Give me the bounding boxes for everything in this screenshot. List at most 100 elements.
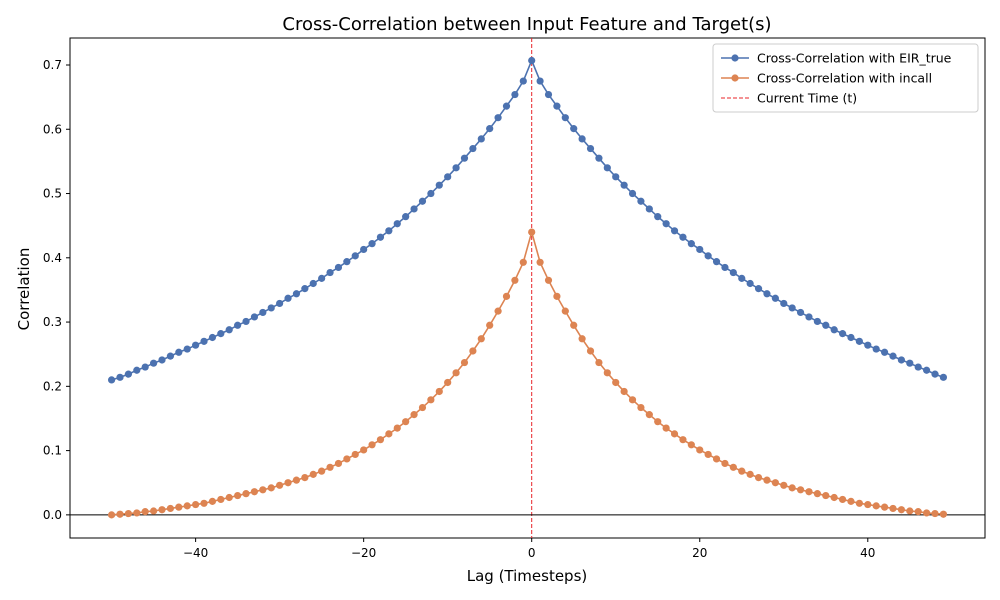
data-point: [460, 358, 469, 367]
data-point: [923, 366, 931, 374]
data-point: [612, 173, 620, 181]
legend-label: Cross-Correlation with incall: [757, 71, 932, 86]
data-point: [158, 356, 166, 364]
data-point: [939, 510, 948, 518]
data-point: [813, 317, 821, 326]
data-point: [217, 330, 225, 338]
data-point: [166, 352, 175, 360]
data-point: [570, 321, 578, 329]
data-point: [855, 337, 863, 345]
data-point: [208, 497, 217, 505]
x-tick-label: −20: [351, 546, 376, 560]
data-point: [477, 335, 485, 343]
data-point: [368, 441, 376, 449]
data-point: [528, 56, 536, 65]
data-point: [544, 276, 553, 284]
data-point: [830, 326, 838, 334]
series-2: [107, 228, 948, 519]
data-point: [250, 488, 259, 496]
legend-swatch-marker: [731, 54, 739, 62]
y-tick-label: 0.3: [43, 315, 62, 329]
data-point: [351, 450, 359, 459]
data-point: [855, 499, 863, 507]
data-point: [292, 290, 301, 298]
data-point: [385, 227, 393, 235]
data-point: [326, 268, 334, 277]
data-point: [763, 476, 771, 484]
data-point: [822, 491, 830, 500]
legend-swatch-marker: [731, 74, 739, 82]
data-point: [805, 313, 813, 321]
data-point: [620, 387, 628, 396]
data-point: [301, 473, 309, 482]
data-point: [410, 205, 418, 213]
legend-item: Cross-Correlation with incall: [721, 71, 932, 86]
data-point: [586, 347, 595, 355]
data-point: [729, 463, 737, 471]
data-point: [771, 294, 779, 302]
data-point: [418, 197, 427, 205]
data-point: [897, 506, 906, 514]
data-point: [208, 333, 217, 342]
data-point: [511, 90, 519, 99]
data-point: [864, 500, 872, 509]
data-point: [452, 369, 460, 377]
data-point: [931, 370, 939, 378]
data-point: [427, 189, 435, 198]
data-point: [628, 189, 637, 198]
data-point: [838, 330, 847, 338]
data-point: [670, 430, 679, 438]
data-point: [620, 181, 628, 189]
y-tick-label: 0.1: [43, 444, 62, 458]
data-point: [486, 321, 494, 329]
data-point: [923, 509, 931, 517]
data-point: [931, 509, 939, 518]
data-point: [192, 500, 200, 509]
data-point: [452, 164, 460, 172]
data-point: [276, 299, 284, 308]
data-point: [494, 307, 502, 315]
data-point: [234, 491, 242, 500]
data-point: [771, 479, 779, 487]
data-point: [553, 102, 561, 110]
data-point: [133, 509, 141, 517]
data-point: [502, 102, 511, 110]
data-point: [284, 479, 292, 487]
data-point: [796, 486, 805, 494]
data-point: [141, 363, 149, 371]
plot-frame: [69, 37, 986, 539]
data-point: [183, 502, 191, 510]
data-point: [242, 317, 250, 326]
y-axis: 0.0 0.1 0.2 0.3 0.4 0.5 0.6 0.7: [43, 58, 70, 522]
data-point: [107, 511, 116, 519]
data-point: [603, 164, 611, 172]
data-point: [788, 304, 796, 312]
data-point: [175, 348, 183, 356]
data-point: [267, 484, 275, 492]
data-point: [393, 424, 401, 432]
data-point: [469, 144, 477, 153]
data-point: [124, 370, 132, 378]
y-tick-label: 0.6: [43, 122, 62, 136]
data-point: [376, 233, 385, 241]
data-point: [763, 290, 771, 298]
data-point: [780, 299, 788, 308]
y-tick-label: 0.4: [43, 251, 62, 265]
data-point: [250, 313, 259, 321]
data-point: [124, 509, 132, 518]
data-point: [166, 504, 175, 513]
data-point: [654, 213, 662, 221]
data-point: [360, 245, 368, 254]
data-point: [200, 337, 208, 345]
data-point: [729, 268, 737, 277]
data-point: [637, 403, 645, 412]
data-point: [830, 493, 838, 502]
data-point: [267, 304, 275, 312]
data-point: [805, 488, 813, 496]
data-point: [116, 510, 124, 518]
data-point: [511, 276, 519, 284]
data-point: [553, 292, 561, 300]
data-point: [183, 345, 191, 353]
data-point: [704, 450, 712, 459]
